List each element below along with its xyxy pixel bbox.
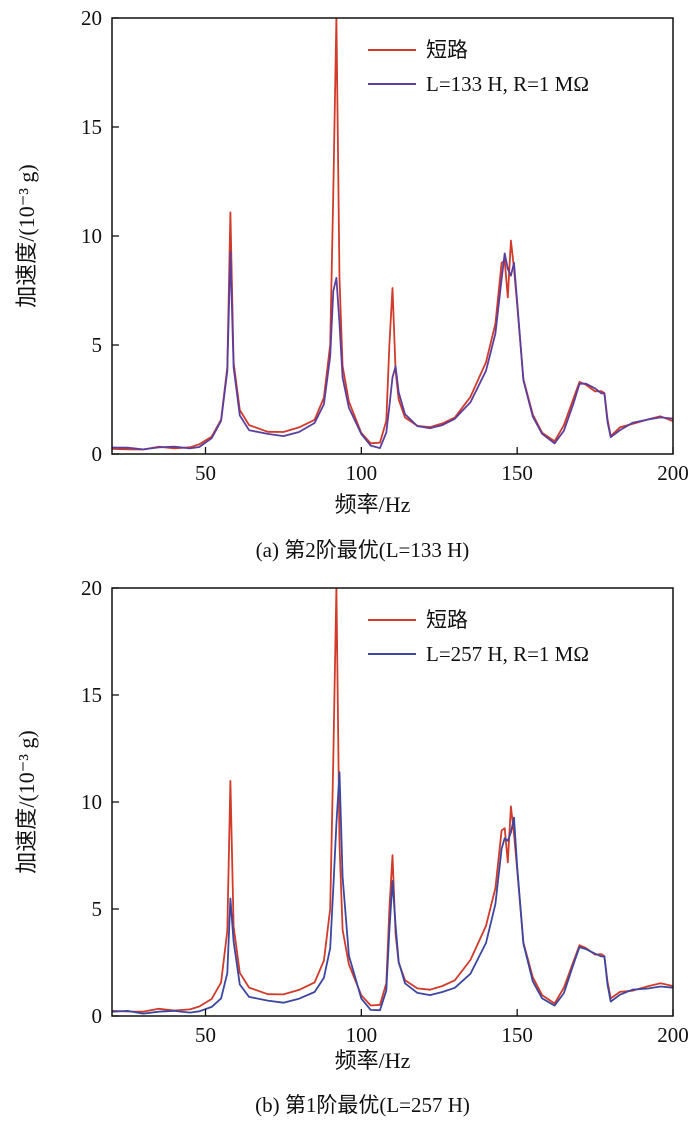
x-tick-label: 50 [195,461,216,485]
panel-caption: (b) 第1阶最优(L=257 H) [255,1093,470,1117]
y-tick-label: 15 [81,115,102,139]
series-line-shunt [112,250,673,451]
legend-entry: L=133 H, R=1 MΩ [426,72,589,96]
x-axis-label: 频率/Hz [335,1048,411,1073]
x-tick-label: 50 [195,1023,216,1047]
x-axis-label: 频率/Hz [335,492,411,517]
y-tick-label: 10 [81,224,102,248]
x-tick-label: 150 [501,461,533,485]
x-tick-label: 200 [657,1023,689,1047]
legend-entry: 短路 [426,608,468,632]
legend-entry: 短路 [426,38,468,62]
panel-caption: (a) 第2阶最优(L=133 H) [256,538,470,562]
y-tick-label: 10 [81,790,102,814]
chart-panel-b: 50 100 150 200 0 5 10 15 20 频率/Hz 加速度/(10⁻³ g) (b) … [14,576,689,1117]
y-tick-label: 0 [92,1004,103,1028]
y-axis-label: 加速度/(10⁻³ g) [14,164,39,307]
x-tick-label: 100 [346,461,378,485]
x-tick-label: 150 [501,1023,533,1047]
y-tick-label: 20 [81,576,102,600]
legend-entry: L=257 H, R=1 MΩ [426,642,589,666]
x-tick-label: 100 [346,1023,378,1047]
y-tick-label: 5 [92,333,103,357]
y-tick-label: 5 [92,897,103,921]
y-tick-label: 15 [81,683,102,707]
chart-panel-a: 50 100 150 200 0 5 10 15 20 频率/Hz 加速度/(10⁻³ g) (a) … [14,6,689,562]
series-line-shunt [112,771,673,1015]
x-tick-label: 200 [657,461,689,485]
y-tick-label: 20 [81,6,102,30]
y-tick-label: 0 [92,442,103,466]
y-axis-label: 加速度/(10⁻³ g) [14,730,39,873]
